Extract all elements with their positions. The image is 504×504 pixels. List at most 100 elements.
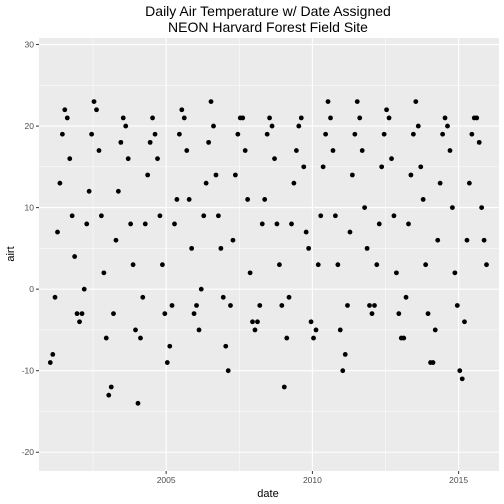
data-point	[452, 270, 458, 276]
data-point	[191, 311, 197, 317]
data-point	[466, 180, 472, 186]
data-point	[52, 294, 58, 300]
data-point	[354, 99, 360, 105]
data-point	[79, 311, 85, 317]
data-point	[98, 213, 104, 219]
data-point	[332, 213, 338, 219]
data-point	[318, 213, 324, 219]
data-point	[81, 286, 87, 292]
y-tick-label: 30	[25, 40, 35, 50]
data-point	[474, 115, 480, 121]
y-tick-label: 0	[29, 284, 34, 294]
data-point	[145, 172, 151, 178]
data-point	[103, 335, 109, 341]
data-point	[277, 262, 282, 268]
data-point	[86, 188, 92, 194]
data-point	[189, 245, 195, 251]
data-point	[130, 262, 136, 268]
data-point	[381, 131, 387, 137]
data-point	[357, 115, 363, 121]
data-point	[296, 123, 302, 129]
data-point	[62, 107, 68, 113]
data-point	[262, 197, 268, 202]
data-point	[289, 221, 294, 227]
data-point	[257, 303, 263, 308]
data-point	[59, 131, 65, 137]
data-point	[286, 294, 292, 300]
data-point	[372, 303, 377, 308]
data-point	[133, 327, 138, 333]
data-point	[420, 197, 426, 202]
data-point	[245, 197, 251, 202]
data-point	[415, 123, 421, 129]
data-point	[223, 343, 229, 349]
data-point	[328, 115, 333, 121]
data-point	[462, 319, 467, 325]
data-point	[152, 131, 158, 137]
plot-panel	[39, 38, 499, 471]
data-point	[347, 229, 353, 235]
data-point	[150, 115, 155, 121]
data-point	[140, 294, 146, 300]
data-point	[313, 327, 319, 333]
data-point	[113, 237, 119, 243]
x-axis-title: date	[257, 488, 278, 500]
data-point	[437, 180, 443, 186]
chart-title-line-1: Daily Air Temperature w/ Date Assigned	[145, 3, 391, 19]
data-point	[208, 99, 214, 105]
data-point	[106, 392, 112, 398]
data-point	[445, 123, 450, 129]
data-point	[64, 115, 70, 121]
data-point	[284, 335, 290, 341]
data-point	[298, 115, 304, 121]
data-point	[118, 139, 124, 145]
data-point	[179, 107, 185, 113]
x-tick-label: 2010	[303, 475, 322, 485]
data-point	[176, 131, 182, 137]
data-point	[435, 237, 441, 243]
data-point	[306, 245, 312, 251]
data-point	[91, 99, 97, 105]
data-point	[279, 303, 285, 308]
data-point	[291, 180, 297, 186]
data-point	[325, 99, 331, 105]
data-point	[447, 148, 453, 153]
data-point	[481, 237, 487, 243]
data-point	[394, 270, 399, 276]
data-point	[281, 384, 287, 390]
data-point	[323, 131, 329, 137]
data-point	[235, 131, 241, 137]
data-point	[264, 131, 270, 137]
data-point	[320, 164, 326, 170]
y-tick-label: 10	[25, 203, 35, 213]
data-point	[115, 188, 121, 194]
data-point	[147, 139, 153, 145]
data-point	[242, 148, 248, 153]
data-point	[391, 213, 397, 219]
data-point	[479, 205, 485, 211]
data-point	[225, 368, 231, 374]
data-point	[162, 311, 168, 317]
data-point	[138, 335, 143, 341]
data-point	[374, 262, 380, 268]
data-point	[167, 343, 173, 349]
data-point	[454, 303, 460, 308]
data-point	[247, 270, 253, 276]
data-point	[181, 115, 187, 121]
data-point	[423, 262, 429, 268]
data-point	[160, 262, 165, 268]
data-point	[315, 262, 321, 268]
data-point	[169, 303, 175, 308]
data-point	[364, 245, 370, 251]
data-point	[211, 123, 216, 129]
data-point	[230, 237, 236, 243]
data-point	[74, 311, 80, 317]
data-point	[172, 221, 177, 227]
data-points	[47, 99, 489, 406]
y-tick-label: -20	[22, 447, 35, 457]
x-axis-ticks: 2005 2010 2015	[157, 471, 468, 485]
data-point	[94, 107, 99, 113]
data-point	[72, 254, 78, 259]
data-point	[359, 148, 365, 153]
data-point	[362, 205, 368, 211]
